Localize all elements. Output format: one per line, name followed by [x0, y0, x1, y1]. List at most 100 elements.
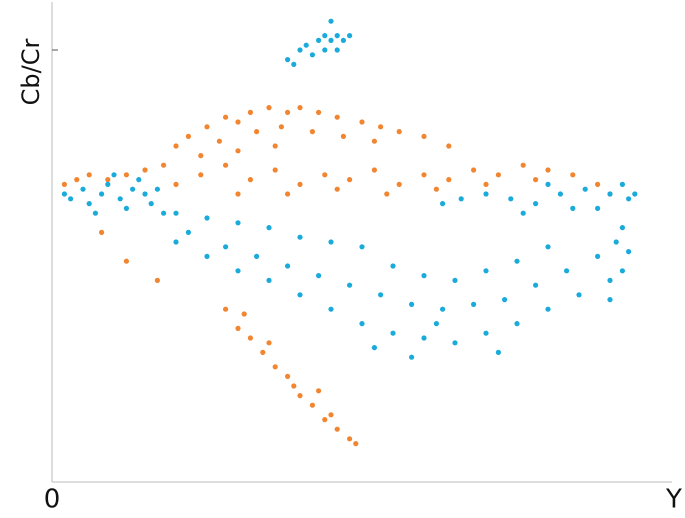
point — [396, 129, 402, 135]
point — [235, 191, 241, 197]
point — [278, 124, 284, 130]
point — [359, 119, 365, 125]
point — [378, 292, 384, 298]
point — [285, 109, 291, 115]
point — [520, 162, 526, 168]
point — [204, 124, 210, 130]
point — [309, 129, 315, 135]
point — [533, 282, 539, 288]
point — [297, 181, 303, 187]
point — [198, 153, 204, 159]
point — [316, 37, 322, 44]
point — [471, 167, 477, 173]
point — [61, 191, 67, 197]
point — [390, 263, 396, 269]
point — [235, 220, 241, 226]
point — [390, 330, 396, 336]
point — [297, 393, 303, 399]
point — [340, 133, 346, 139]
point — [433, 186, 439, 192]
point — [483, 181, 489, 187]
point — [92, 210, 98, 216]
point — [607, 191, 613, 197]
point — [223, 306, 229, 312]
point — [607, 277, 613, 283]
point — [626, 196, 632, 202]
point — [446, 177, 452, 183]
point — [99, 191, 105, 197]
point — [136, 177, 142, 183]
point — [576, 292, 582, 298]
point — [359, 244, 365, 250]
point — [508, 196, 514, 202]
point — [272, 143, 278, 149]
point — [334, 426, 340, 432]
point — [198, 172, 204, 178]
point — [322, 172, 328, 178]
point — [421, 133, 427, 139]
point — [607, 297, 613, 303]
point — [595, 205, 601, 211]
point — [266, 105, 272, 111]
point — [595, 253, 601, 259]
point — [247, 109, 253, 115]
point — [557, 191, 564, 197]
point — [396, 181, 402, 187]
point — [328, 239, 334, 245]
point — [254, 253, 260, 259]
point — [161, 210, 167, 216]
point — [353, 441, 359, 447]
point — [105, 177, 111, 183]
point — [223, 162, 229, 168]
point — [272, 364, 278, 370]
point — [266, 225, 272, 231]
point — [105, 181, 111, 187]
point — [185, 133, 191, 139]
point — [483, 330, 489, 336]
point — [316, 388, 322, 394]
point — [86, 201, 92, 207]
point — [297, 234, 303, 240]
point — [440, 201, 446, 207]
point — [371, 138, 377, 144]
point — [285, 263, 291, 269]
point — [409, 354, 415, 360]
point — [235, 148, 241, 154]
point — [235, 268, 241, 274]
point — [285, 57, 291, 63]
point — [235, 325, 241, 331]
point — [123, 205, 129, 211]
point — [347, 33, 353, 39]
point — [520, 210, 526, 216]
point — [502, 297, 508, 303]
point — [483, 268, 489, 274]
point — [74, 177, 80, 183]
point — [359, 321, 365, 327]
point — [68, 196, 74, 202]
point — [235, 119, 241, 125]
point — [371, 167, 377, 173]
point — [142, 191, 148, 197]
point — [595, 181, 601, 187]
point — [328, 412, 334, 418]
point — [303, 42, 309, 48]
point — [533, 177, 539, 183]
point — [297, 292, 303, 298]
point — [514, 321, 520, 327]
point — [421, 273, 427, 279]
point — [471, 301, 477, 307]
point — [204, 253, 210, 259]
x-axis-label: Y — [665, 485, 682, 515]
point — [260, 349, 266, 355]
point — [185, 229, 191, 235]
point — [328, 306, 334, 312]
point — [328, 37, 334, 44]
point — [316, 109, 322, 115]
point — [216, 138, 222, 144]
point — [254, 129, 260, 135]
point — [334, 47, 340, 53]
point — [347, 282, 353, 288]
point — [309, 52, 315, 58]
point — [223, 244, 229, 250]
point — [409, 301, 415, 307]
